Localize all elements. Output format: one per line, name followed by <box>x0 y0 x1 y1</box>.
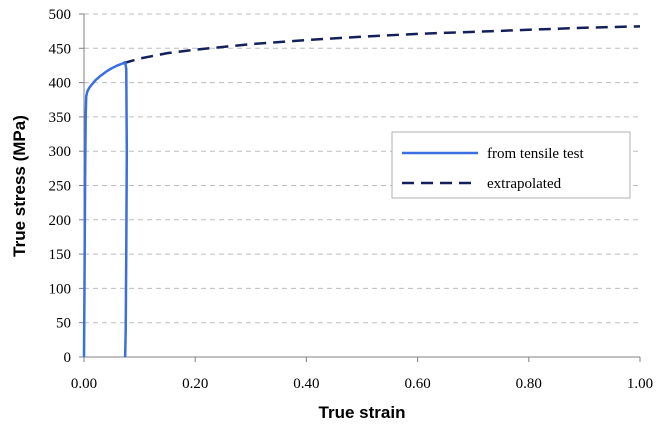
x-tick-label: 0.40 <box>293 376 319 392</box>
y-tick-label: 350 <box>49 110 72 126</box>
series-lines <box>82 25 641 358</box>
axes: 0 50 100 150 200 250 300 350 400 450 500 0.00 0.20 0.… <box>49 7 654 392</box>
legend-label-tensile: from tensile test <box>487 146 584 162</box>
x-tick-label: 0.80 <box>516 376 542 392</box>
x-tick-label: 0.00 <box>71 376 97 392</box>
y-tick-label: 400 <box>49 76 72 92</box>
y-tick-label: 250 <box>49 179 72 195</box>
y-tick-label: 500 <box>49 7 72 23</box>
x-tick-label: 0.20 <box>182 376 208 392</box>
y-tick-label: 0 <box>64 350 72 366</box>
x-tick-label: 0.60 <box>404 376 430 392</box>
y-tick-label: 450 <box>49 41 72 57</box>
y-axis-title: True stress (MPa) <box>10 115 29 257</box>
y-tick-label: 150 <box>49 247 72 263</box>
legend: from tensile test extrapolated <box>391 131 631 199</box>
y-tick-label: 100 <box>49 281 72 297</box>
y-tick-label: 200 <box>49 213 72 229</box>
x-axis-title: True strain <box>319 403 406 422</box>
series-line-tensile-test <box>82 60 129 358</box>
series-line-extrapolated <box>122 25 641 65</box>
x-tick-label: 1.00 <box>627 376 653 392</box>
legend-box <box>391 131 631 199</box>
legend-label-extrapolated: extrapolated <box>487 176 562 192</box>
y-tick-label: 50 <box>56 316 71 332</box>
y-tick-label: 300 <box>49 144 72 160</box>
